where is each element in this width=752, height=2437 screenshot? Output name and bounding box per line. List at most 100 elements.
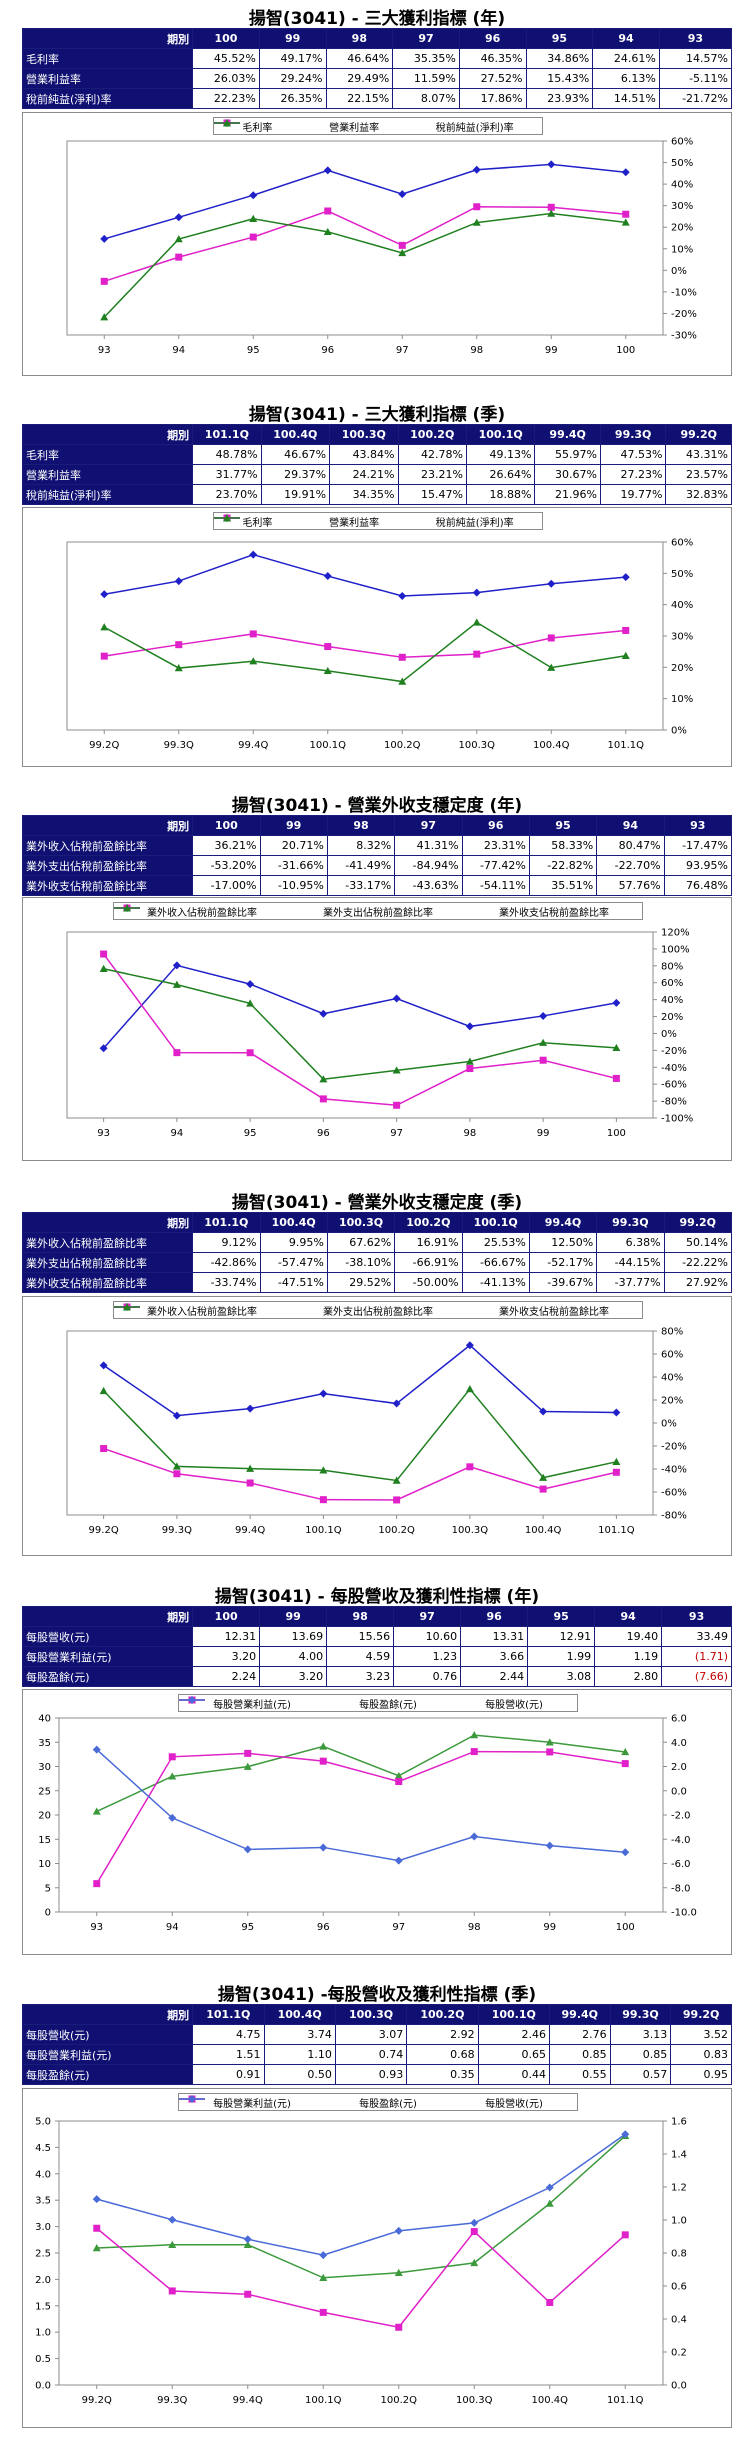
table-cell: 8.07%: [392, 88, 460, 109]
y-right-tick-label: 0%: [661, 1029, 677, 1040]
legend-label: 稅前純益(淨利)率: [435, 517, 514, 529]
row-label: 業外收支佔稅前盈餘比率: [21, 1272, 194, 1293]
series-line-1: [104, 163, 626, 240]
table-cell: 4.00: [259, 1646, 328, 1667]
table-header-row: 期別 100 99 98 97 96 95 94 93: [21, 28, 733, 49]
x-tick-label: 95: [244, 1128, 257, 1139]
x-tick-label: 100.3Q: [452, 1525, 489, 1536]
section-title: 揚智(3041) - 三大獲利指標 (季): [248, 405, 506, 425]
data-point-marker: [175, 253, 183, 261]
chart-legend: 每股營業利益(元) 每股盈餘(元) 每股營收(元): [178, 2093, 578, 2111]
table-cell: 41.31%: [394, 835, 463, 856]
y-right-tick-label: 0.0: [671, 2381, 687, 2392]
table-cell: 3.20: [259, 1666, 328, 1687]
series-line-2: [104, 206, 626, 283]
y-right-tick-label: 50%: [671, 158, 693, 169]
line-chart: -100% -80% -60% -40% -20% 0% 20% 40% 60% 80% 100% 1…: [66, 928, 693, 1139]
series-line-3: [103, 212, 626, 318]
x-tick-label: 99: [537, 1128, 550, 1139]
row-label: 每股營業利益(元): [21, 2044, 194, 2065]
period-column-header: 100.3Q: [329, 424, 399, 445]
y-right-tick-label: 0%: [661, 1419, 677, 1430]
legend-item: 每股盈餘(元): [179, 2095, 417, 2110]
y-right-tick-label: 2.0: [671, 1762, 687, 1773]
table-cell: 43.84%: [329, 444, 399, 465]
y-left-tick-label: 0: [45, 1908, 51, 1919]
x-tick-label: 99.2Q: [82, 2395, 112, 2406]
period-header: 期別: [21, 28, 194, 49]
series-line-1: [103, 1344, 617, 1417]
data-point-marker: [249, 214, 258, 222]
data-point-marker: [398, 241, 406, 249]
data-point-marker: [100, 590, 109, 599]
table-cell: 26.64%: [465, 464, 536, 485]
data-point-marker: [470, 2258, 479, 2267]
x-tick-label: 100.4Q: [525, 1525, 562, 1536]
data-point-marker: [539, 1011, 548, 1020]
legend-label: 每股營業利益(元): [213, 2098, 291, 2110]
table-cell: 3.23: [326, 1666, 395, 1687]
series-line-3: [96, 2133, 626, 2256]
period-column-header: 99.3Q: [609, 2004, 672, 2025]
period-column-header: 100: [192, 815, 261, 836]
chart-panel: -100% -80% -60% -40% -20% 0% 20% 40% 60% 80% 100% 1…: [22, 897, 732, 1161]
table-cell: 12.31: [192, 1626, 261, 1647]
y-left-tick-label: 1.5: [35, 2301, 51, 2312]
x-tick-label: 98: [468, 1922, 481, 1933]
legend-label: 毛利率: [242, 517, 273, 529]
x-tick-label: 101.1Q: [607, 2395, 644, 2406]
table-cell: 35.51%: [528, 875, 598, 896]
legend-marker-icon: [114, 1303, 140, 1311]
data-point-marker: [398, 591, 407, 600]
period-column-header: 100.3Q: [334, 2004, 408, 2025]
table-cell: 55.97%: [534, 444, 601, 465]
period-column-header: 95: [525, 28, 594, 49]
x-tick-label: 97: [396, 345, 409, 356]
y-right-tick-label: 20%: [671, 663, 693, 674]
row-label: 每股盈餘(元): [21, 1666, 194, 1687]
y-left-tick-label: 40: [38, 1714, 51, 1725]
y-right-tick-label: 10%: [671, 244, 693, 255]
data-point-marker: [172, 1411, 181, 1420]
y-left-tick-label: 3.5: [35, 2196, 51, 2207]
period-header: 期別: [21, 2004, 194, 2025]
x-tick-label: 100.1Q: [305, 2395, 342, 2406]
table-cell: 3.13: [609, 2024, 672, 2045]
series-line-2: [96, 2227, 626, 2329]
data-point-marker: [168, 1753, 176, 1761]
x-tick-label: 93: [90, 1922, 103, 1933]
data-point-marker: [323, 227, 332, 236]
period-column-header: 100.4Q: [259, 1212, 328, 1233]
table-cell: 19.91%: [260, 484, 331, 505]
chart-panel: 0.0 0.2 0.4 0.6 0.8 1.0 1.2 1.4 1.6 0.0 0.5 1.0 1.5 2…: [22, 2088, 732, 2428]
x-tick-label: 98: [464, 1128, 477, 1139]
y-right-tick-label: 120%: [661, 928, 690, 939]
period-column-header: 93: [658, 28, 733, 49]
legend-item: 每股營收(元): [179, 2095, 543, 2110]
data-point-marker: [99, 1044, 108, 1053]
period-column-header: 101.1Q: [192, 2004, 265, 2025]
data-table: 期別 100 99 98 97 96 95 94 93 業外收入佔稅前盈餘比率 36.21% 20.7…: [21, 815, 733, 896]
y-right-tick-label: 60%: [661, 1350, 683, 1361]
table-cell: 76.48%: [663, 875, 733, 896]
y-right-tick-label: 1.0: [671, 2216, 687, 2227]
data-point-marker: [545, 2199, 554, 2207]
data-point-marker: [465, 1022, 474, 1031]
y-left-tick-label: 5: [45, 1883, 51, 1894]
data-point-marker: [546, 2299, 554, 2306]
data-point-marker: [621, 1760, 629, 1768]
x-tick-label: 100.4Q: [533, 740, 570, 751]
period-column-header: 99.2Q: [670, 2004, 732, 2025]
y-right-tick-label: 20%: [671, 223, 693, 234]
data-point-marker: [249, 233, 257, 241]
table-cell: 2.24: [192, 1666, 261, 1687]
data-point-marker: [393, 1496, 401, 1504]
table-cell: -43.63%: [394, 875, 463, 896]
x-tick-label: 99.4Q: [238, 740, 268, 751]
legend-item: 稅前純益(淨利)率: [214, 119, 514, 134]
table-cell: -50.00%: [394, 1272, 463, 1293]
section-4: 揚智(3041) - 營業外收支穩定度 (季) 期別 101.1Q 100.4Q 100…: [21, 0, 733, 2437]
data-point-marker: [394, 2268, 403, 2276]
data-point-marker: [539, 1056, 547, 1064]
row-label: 業外收入佔稅前盈餘比率: [21, 1232, 194, 1253]
